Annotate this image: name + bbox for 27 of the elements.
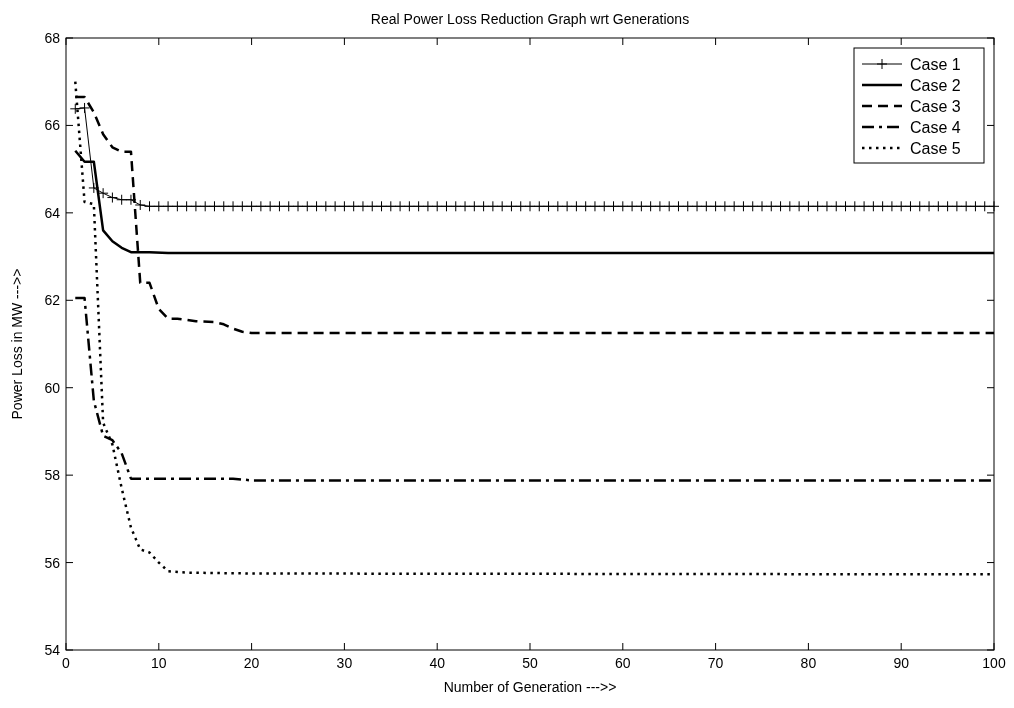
y-tick-label: 64 [44, 204, 61, 221]
chart-title: Real Power Loss Reduction Graph wrt Generations [370, 11, 690, 27]
legend-label: Case 3 [910, 98, 961, 115]
x-tick-label: 0 [62, 655, 71, 671]
x-tick-label: 90 [893, 655, 910, 671]
legend-label: Case 5 [910, 140, 961, 157]
y-tick-label: 54 [44, 642, 61, 658]
y-tick-label: 58 [44, 467, 61, 484]
legend-label: Case 1 [910, 56, 961, 73]
y-tick-label: 60 [44, 379, 61, 396]
y-tick-label: 56 [44, 554, 61, 571]
x-tick-label: 10 [151, 655, 167, 671]
x-tick-label: 70 [707, 655, 724, 671]
x-tick-label: 50 [522, 655, 538, 671]
x-tick-label: 20 [243, 655, 260, 671]
y-tick-label: 62 [44, 292, 61, 309]
x-tick-label: 100 [982, 655, 1006, 671]
legend-label: Case 4 [910, 119, 961, 136]
x-tick-label: 30 [336, 655, 353, 671]
y-axis-title: Power Loss in MW --->> [9, 268, 25, 420]
y-tick-label: 66 [44, 117, 61, 134]
legend-label: Case 2 [910, 77, 961, 94]
x-tick-label: 80 [800, 655, 817, 671]
x-tick-label: 60 [615, 655, 631, 671]
y-tick-label: 68 [44, 30, 61, 46]
x-tick-label: 40 [429, 655, 446, 671]
x-axis-title: Number of Generation --->> [443, 679, 617, 695]
